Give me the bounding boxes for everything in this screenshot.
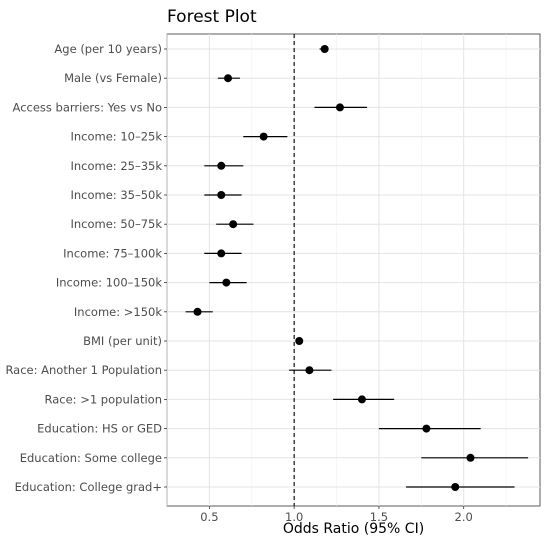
- or-point: [451, 483, 460, 491]
- y-tick-label: Income: 75–100k: [63, 246, 162, 260]
- y-tick-label: Income: >150k: [74, 305, 162, 319]
- or-point: [295, 337, 304, 345]
- y-tick-label: BMI (per unit): [83, 334, 162, 348]
- x-tick-label: 1.0: [285, 510, 303, 524]
- y-tick-label: Education: HS or GED: [37, 422, 162, 436]
- y-tick-label: Age (per 10 years): [54, 42, 162, 56]
- x-tick-label: 0.5: [200, 510, 218, 524]
- or-point: [357, 395, 366, 404]
- y-tick-label: Income: 35–50k: [70, 188, 162, 202]
- y-tick-label: Education: College grad+: [15, 480, 162, 494]
- minor-gridlines: [166, 34, 507, 506]
- plot-panel: [166, 33, 541, 507]
- or-point: [229, 220, 238, 229]
- y-tick-label: Income: 50–75k: [70, 217, 162, 231]
- or-point: [224, 74, 233, 83]
- x-axis-label: Odds Ratio (95% CI): [283, 521, 424, 537]
- x-tick-label: 2.0: [455, 510, 473, 524]
- y-tick-label: Race: >1 population: [44, 392, 162, 406]
- or-point: [217, 161, 226, 170]
- or-point: [193, 307, 202, 316]
- y-tick-label: Male (vs Female): [64, 71, 162, 85]
- or-point: [217, 249, 226, 258]
- y-tick-label: Education: Some college: [20, 451, 162, 465]
- or-point: [335, 103, 344, 112]
- chart-title: Forest Plot: [167, 7, 257, 27]
- y-axis-labels: Age (per 10 years) Male (vs Female) Access…: [5, 42, 167, 494]
- or-point: [466, 453, 475, 462]
- or-point: [217, 191, 226, 199]
- y-tick-label: Income: 10–25k: [70, 130, 162, 144]
- y-tick-label: Income: 25–35k: [70, 159, 162, 173]
- or-point: [305, 366, 314, 375]
- x-tick-label: 1.5: [370, 510, 388, 524]
- y-tick-label: Access barriers: Yes vs No: [13, 100, 162, 114]
- or-point: [259, 132, 268, 141]
- x-axis-ticks: 0.5 1.0 1.5 2.0: [200, 506, 473, 524]
- or-point: [222, 278, 231, 287]
- y-tick-label: Income: 100–150k: [56, 276, 162, 290]
- or-point: [320, 45, 329, 53]
- odds-ratio-points: [193, 45, 475, 491]
- y-tick-label: Race: Another 1 Population: [5, 363, 162, 377]
- or-point: [422, 424, 431, 433]
